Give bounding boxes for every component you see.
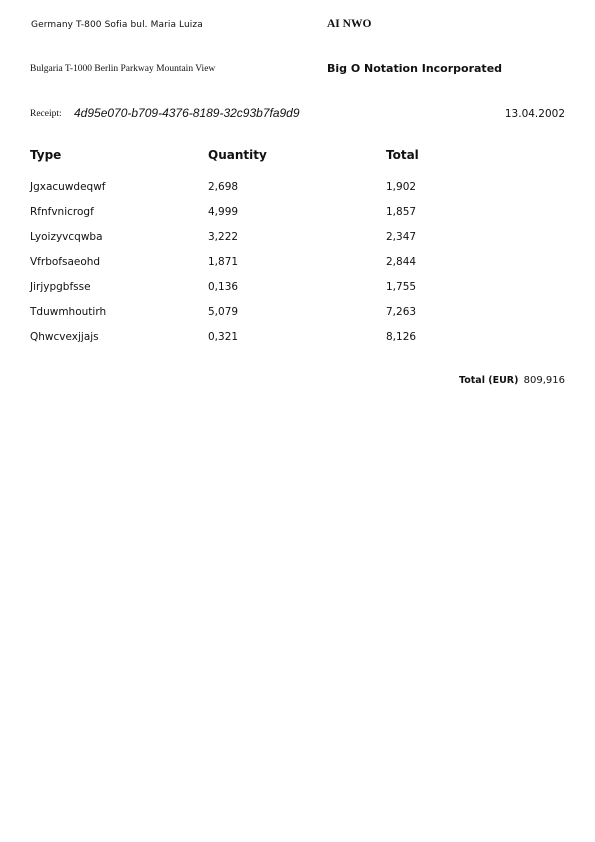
cell-total: 2,844	[386, 256, 417, 268]
cell-quantity: 3,222	[208, 231, 239, 243]
cell-total: 1,755	[386, 281, 417, 293]
column-header-type: Type	[30, 148, 62, 162]
cell-quantity: 0,321	[208, 331, 239, 343]
recipient-address: Bulgaria T-1000 Berlin Parkway Mountain …	[30, 64, 216, 74]
table-row: Qhwcvexjjajs 0,321 8,126	[30, 331, 500, 356]
table-row: Jirjypgbfsse 0,136 1,755	[30, 281, 500, 306]
column-header-total: Total	[386, 148, 419, 162]
cell-quantity: 4,999	[208, 206, 239, 218]
cell-type: Qhwcvexjjajs	[30, 331, 99, 343]
cell-quantity: 2,698	[208, 181, 239, 193]
cell-total: 2,347	[386, 231, 417, 243]
cell-type: Rfnfvnicrogf	[30, 206, 94, 218]
cell-total: 1,902	[386, 181, 417, 193]
table-row: Rfnfvnicrogf 4,999 1,857	[30, 206, 500, 231]
column-header-quantity: Quantity	[208, 148, 267, 162]
receipt-label: Receipt:	[30, 109, 62, 119]
cell-type: Lyoizyvcqwba	[30, 231, 103, 243]
company-full-name: Big O Notation Incorporated	[327, 62, 503, 75]
table-row: Tduwmhoutirh 5,079 7,263	[30, 306, 500, 331]
receipt-date: 13.04.2002	[504, 108, 565, 120]
grand-total-label: Total (EUR)	[459, 375, 519, 386]
receipt-id: 4d95e070-b709-4376-8189-32c93b7fa9d9	[74, 106, 300, 120]
company-short-name: AI NWO	[327, 18, 372, 30]
table-body: Jgxacuwdeqwf 2,698 1,902 Rfnfvnicrogf 4,…	[30, 181, 500, 356]
table-row: Vfrbofsaeohd 1,871 2,844	[30, 256, 500, 281]
cell-total: 1,857	[386, 206, 417, 218]
table-row: Lyoizyvcqwba 3,222 2,347	[30, 231, 500, 256]
cell-quantity: 1,871	[208, 256, 239, 268]
cell-type: Jirjypgbfsse	[30, 281, 91, 293]
cell-type: Jgxacuwdeqwf	[30, 181, 106, 193]
cell-type: Vfrbofsaeohd	[30, 256, 101, 268]
cell-quantity: 5,079	[208, 306, 239, 318]
cell-quantity: 0,136	[208, 281, 239, 293]
sender-address: Germany T-800 Sofia bul. Maria Luiza	[31, 20, 203, 30]
cell-total: 8,126	[386, 331, 417, 343]
cell-type: Tduwmhoutirh	[30, 306, 107, 318]
cell-total: 7,263	[386, 306, 417, 318]
grand-total-value: 809,916	[523, 375, 565, 386]
table-row: Jgxacuwdeqwf 2,698 1,902	[30, 181, 500, 206]
